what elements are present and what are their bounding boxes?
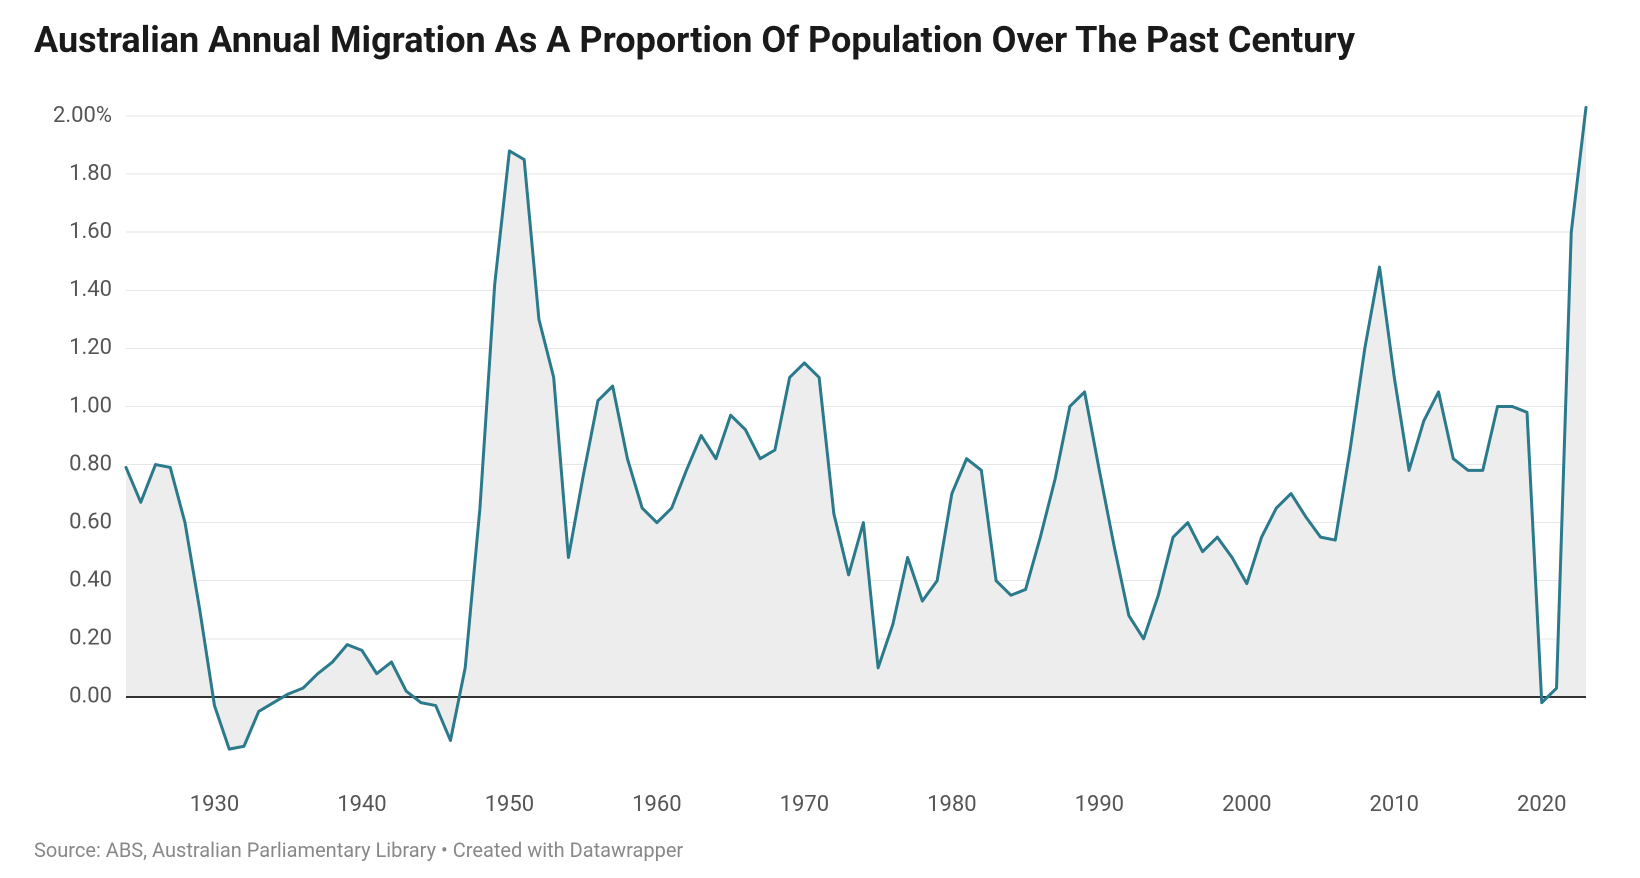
- chart-footer: Source: ABS, Australian Parliamentary Li…: [34, 838, 1606, 862]
- y-axis-label: 1.00: [69, 394, 112, 419]
- y-axis-label: 0.60: [69, 510, 112, 535]
- y-axis-label: 1.60: [69, 219, 112, 244]
- area-fill: [126, 108, 1586, 750]
- y-axis-label: 1.40: [69, 277, 112, 302]
- y-axis-label: 1.80: [69, 161, 112, 186]
- x-axis-label: 1970: [780, 793, 829, 818]
- x-axis-label: 2010: [1370, 793, 1419, 818]
- x-axis-label: 1930: [190, 793, 239, 818]
- y-axis-label: 0.00: [69, 684, 112, 709]
- line-chart-svg: 0.00 0.20 0.40 0.60 0.80 1.00 1.20 1.40 1.60 1.80…: [34, 79, 1606, 828]
- x-axis-label: 1960: [632, 793, 681, 818]
- y-axis-label: 0.80: [69, 452, 112, 477]
- x-axis-label: 1940: [337, 793, 386, 818]
- x-axis-label: 2000: [1222, 793, 1271, 818]
- chart-area: 0.00 0.20 0.40 0.60 0.80 1.00 1.20 1.40 1.60 1.80…: [34, 79, 1606, 828]
- x-axis-label: 1980: [927, 793, 976, 818]
- y-axis-label: 0.20: [69, 626, 112, 651]
- x-axis-label: 1950: [485, 793, 534, 818]
- y-axis-label: 1.20: [69, 336, 112, 361]
- chart-title: Australian Annual Migration As A Proport…: [34, 20, 1606, 61]
- y-axis-label: 0.40: [69, 568, 112, 593]
- x-axis-label: 2020: [1517, 793, 1566, 818]
- y-axis-label: 2.00%: [53, 103, 112, 128]
- x-axis-label: 1990: [1075, 793, 1124, 818]
